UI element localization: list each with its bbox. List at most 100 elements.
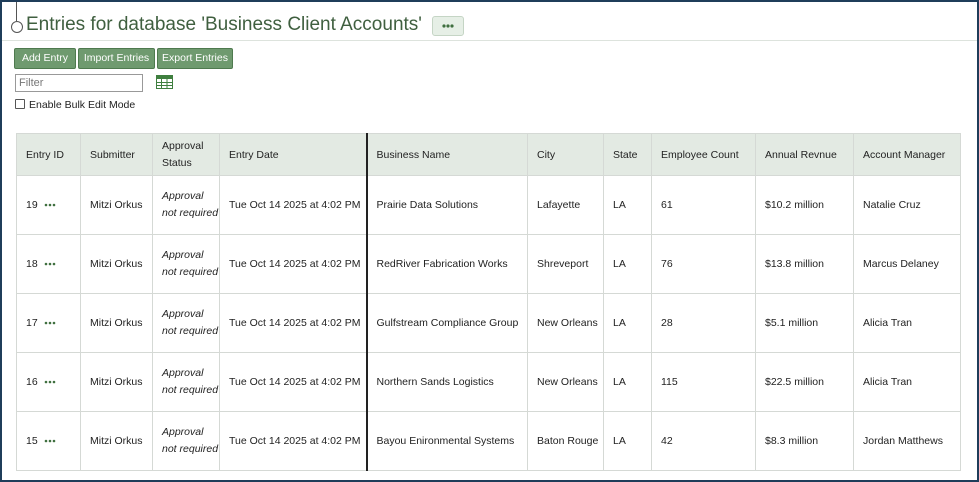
title-bar: Entries for database 'Business Client Ac… [2,2,977,41]
cell: Approval not required [152,352,220,412]
entry-id: 15 [26,435,38,447]
connector [16,2,17,21]
row-menu[interactable] [44,438,56,444]
row-menu[interactable] [44,261,56,267]
column-header: Business Name [366,133,528,176]
entry-id: 18 [26,258,38,270]
cell: $13.8 million [755,234,854,294]
cell: LA [603,352,652,412]
cell: 19 [16,175,81,235]
cell-text: Northern Sands Logistics [376,376,494,388]
checkbox[interactable] [15,99,25,109]
cell: Mitzi Orkus [80,175,153,235]
header-row: Entry ID Submitter Approval Status Entry Da… [16,133,961,176]
entry-id: 16 [26,376,38,388]
column-header: State [603,133,652,176]
cell: 42 [651,411,756,471]
checkbox-label: Enable Bulk Edit Mode [29,99,136,111]
cell: Tue Oct 14 2025 at 4:02 PM [219,352,368,412]
cell: Tue Oct 14 2025 at 4:02 PM [219,234,368,294]
entry-row: 18 Mitzi Orkus Approval not required Tue Oc… [16,234,961,294]
cell: 61 [651,175,756,235]
add-entry-button[interactable]: Add Entry [14,48,76,69]
cell: Alicia Tran [853,352,961,412]
cell: LA [603,175,652,235]
row-menu[interactable] [44,202,56,208]
cell-text: Jordan Matthews [863,435,943,447]
cell-text: Marcus Delaney [863,258,939,270]
cell-text: Approval not required [162,366,219,397]
cell: 76 [651,234,756,294]
cell: $5.1 million [755,293,854,353]
cell: Prairie Data Solutions [366,175,528,235]
cell: Mitzi Orkus [80,411,153,471]
cell-text: Approval not required [162,425,219,456]
cell-text: Approval not required [162,189,219,220]
cell-text: 61 [661,199,673,211]
cell: LA [603,411,652,471]
entry-row: 19 Mitzi Orkus Approval not required Tue Oc… [16,175,961,235]
column-header: Entry ID [16,133,81,176]
cell: Baton Rouge [527,411,604,471]
cell-text: Tue Oct 14 2025 at 4:02 PM [229,199,361,211]
cell: 17 [16,293,81,353]
cell-text: Natalie Cruz [863,199,921,211]
bulk-edit[interactable]: Enable Bulk Edit Mode [15,99,135,111]
entries-table: Entry ID Submitter Approval Status Entry Da… [16,133,961,471]
cell: Gulfstream Compliance Group [366,293,528,353]
more-button[interactable] [432,16,464,36]
entry-row: 15 Mitzi Orkus Approval not required Tue Oc… [16,411,961,471]
cell-text: LA [613,258,626,270]
cell-text: LA [613,435,626,447]
cell: RedRiver Fabrication Works [366,234,528,294]
cell-text: Baton Rouge [537,435,599,447]
cell-text: RedRiver Fabrication Works [376,258,508,270]
cell-text: Approval not required [162,248,219,279]
page-title: Entries for database 'Business Client Ac… [26,14,422,35]
row-menu[interactable] [44,320,56,326]
table-body: 19 Mitzi Orkus Approval not required Tue Oc… [16,175,961,471]
cell: Alicia Tran [853,293,961,353]
cell: $10.2 million [755,175,854,235]
row-menu[interactable] [44,379,56,385]
cell: Tue Oct 14 2025 at 4:02 PM [219,293,368,353]
entry-row: 16 Mitzi Orkus Approval not required Tue Oc… [16,352,961,412]
cell: 15 [16,411,81,471]
cell-text: Tue Oct 14 2025 at 4:02 PM [229,376,361,388]
cell: Approval not required [152,411,220,471]
cell: Approval not required [152,293,220,353]
cell-text: Mitzi Orkus [90,376,143,388]
cell: 16 [16,352,81,412]
column-header: Annual Revnue [755,133,854,176]
cell: 18 [16,234,81,294]
cell: Natalie Cruz [853,175,961,235]
cell: Marcus Delaney [853,234,961,294]
cell: Approval not required [152,175,220,235]
cell: LA [603,234,652,294]
cell-text: LA [613,376,626,388]
cell: $22.5 million [755,352,854,412]
cell-text: New Orleans [537,376,598,388]
entry-row: 17 Mitzi Orkus Approval not required Tue Oc… [16,293,961,353]
cell-text: 28 [661,317,673,329]
cell-text: $22.5 million [765,376,824,388]
import-button[interactable]: Import Entries [78,48,155,69]
cell-text: 115 [661,376,678,388]
export-button[interactable]: Export Entries [157,48,233,69]
cell: $8.3 million [755,411,854,471]
cell-text: New Orleans [537,317,598,329]
cell-text: Bayou Enironmental Systems [376,435,515,447]
cell-text: $5.1 million [765,317,819,329]
cell: Tue Oct 14 2025 at 4:02 PM [219,175,368,235]
cell: 115 [651,352,756,412]
grid-icon[interactable] [156,75,173,89]
column-header: Approval Status [152,133,220,176]
cell-text: Mitzi Orkus [90,258,143,270]
cell-text: $10.2 million [765,199,824,211]
cell: Bayou Enironmental Systems [366,411,528,471]
dots-icon [442,24,454,28]
column-header: Entry Date [219,133,368,176]
filter-input[interactable]: Filter [15,74,143,92]
cell-text: Gulfstream Compliance Group [376,317,519,329]
